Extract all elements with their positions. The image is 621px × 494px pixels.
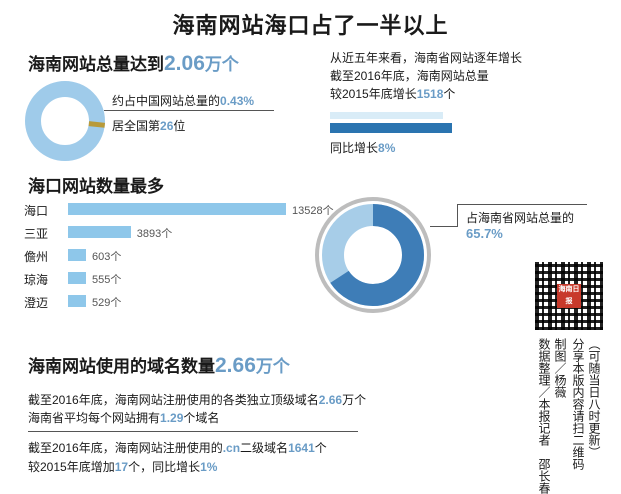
callout-line-top — [457, 204, 587, 205]
domains-title: 海南网站使用的域名数量 — [28, 357, 215, 376]
domains-p4c: 个，同比增长 — [128, 460, 201, 474]
total-heading: 海南网站总量达到2.06万个 — [28, 50, 239, 76]
credit-col2: 分享本版内容请扫二维码 — [571, 338, 585, 470]
rate-prefix: 同比增长 — [330, 141, 379, 155]
rank-value: 26 — [160, 119, 174, 133]
page-title: 海南网站海口占了一半以上 — [172, 13, 449, 38]
credit-col4: 数据整理／本报记者 邵长春 — [537, 338, 551, 494]
domains-p3b: .cn — [222, 441, 241, 455]
share-prefix: 约占中国网站总量的 — [112, 94, 221, 108]
growth-value: 1518 — [416, 87, 444, 101]
national-share-donut — [25, 81, 106, 161]
bar-2015 — [330, 112, 443, 119]
domains-p4d: 1% — [200, 460, 218, 474]
share-leader-line — [104, 110, 274, 111]
ring-haikou-share — [322, 204, 424, 306]
domains-p1b: 2.66 — [318, 393, 343, 407]
domains-unit: 万个 — [255, 357, 290, 376]
bar-2016 — [330, 123, 452, 133]
share-text: 约占中国网站总量的0.43% — [112, 93, 254, 110]
domains-heading: 海南网站使用的域名数量2.66万个 — [28, 352, 290, 378]
domains-p3d: 1641 — [288, 441, 315, 455]
city-label: 儋州 — [24, 250, 49, 264]
growth-line2: 截至2016年底，海南网站总量 — [330, 69, 489, 83]
city-value-label: 529个 — [92, 297, 122, 309]
cities-heading: 海口网站数量最多 — [28, 177, 164, 196]
domains-divider — [28, 431, 358, 432]
city-label: 海口 — [24, 204, 49, 218]
ring-outer-track — [315, 197, 431, 313]
domains-p1a: 截至2016年底，海南网站注册使用的各类独立顶级域名 — [28, 393, 319, 407]
rank-text: 居全国第26位 — [112, 118, 185, 135]
city-value-label: 555个 — [92, 274, 122, 286]
domains-value: 2.66 — [215, 354, 256, 377]
city-bar — [68, 203, 286, 215]
city-value-label: 603个 — [92, 251, 122, 263]
callout-value: 65.7% — [466, 226, 503, 241]
city-bar — [68, 226, 131, 238]
growth-line3: 较2015年底增长1518个 — [330, 86, 455, 103]
domains-p2a: 海南省平均每个网站拥有 — [28, 411, 161, 425]
domains-p4b: 17 — [114, 460, 129, 474]
qr-logo: 海南日报 — [557, 284, 581, 308]
domains-p1: 截至2016年底，海南网站注册使用的各类独立顶级域名2.66万个 — [28, 392, 366, 409]
domains-p4a: 较2015年底增加 — [28, 460, 115, 474]
rank-prefix: 居全国第 — [112, 119, 161, 133]
credit-col1: （可随当日八时更新） — [587, 338, 601, 458]
city-label: 琼海 — [24, 273, 49, 287]
domains-p3c: 二级域名 — [240, 441, 289, 455]
city-bar-chart: 海口 13528个三亚 3893个儋州 603个琼海 555个澄迈 529个 — [24, 203, 334, 323]
rank-suffix: 位 — [173, 119, 186, 133]
total-label: 海南网站总量达到 — [28, 55, 164, 74]
total-unit: 万个 — [204, 55, 239, 74]
domains-p3e: 个 — [314, 441, 327, 455]
city-label: 澄迈 — [24, 296, 49, 310]
share-value: 0.43% — [220, 94, 255, 108]
domains-p3: 截至2016年底，海南网站注册使用的.cn二级域名1641个 — [28, 440, 327, 457]
growth-prefix: 较2015年底增长 — [330, 87, 417, 101]
rate-value: 8% — [378, 141, 396, 155]
domains-p2b: 1.29 — [160, 411, 184, 425]
domains-p2: 海南省平均每个网站拥有1.29个域名 — [28, 410, 219, 427]
domains-p2c: 个域名 — [183, 411, 220, 425]
donut-ring — [25, 81, 105, 161]
callout-line-h — [430, 226, 458, 227]
donut-share-slice — [88, 121, 106, 128]
city-value-label: 3893个 — [136, 228, 173, 240]
growth-rate: 同比增长8% — [330, 140, 395, 157]
total-value: 2.06 — [164, 52, 205, 75]
growth-line1: 从近五年来看，海南省网站逐年增长 — [330, 51, 523, 65]
domains-p3a: 截至2016年底，海南网站注册使用的 — [28, 441, 223, 455]
callout-label: 占海南省网站总量的 — [466, 211, 575, 225]
city-bar — [68, 272, 86, 284]
city-bar — [68, 295, 86, 307]
growth-suffix: 个 — [443, 87, 456, 101]
city-label: 三亚 — [24, 227, 49, 241]
city-value-label: 13528个 — [292, 205, 334, 217]
domains-p1c: 万个 — [342, 393, 367, 407]
domains-p4: 较2015年底增加17个，同比增长1% — [28, 459, 217, 476]
haikou-share-ring — [315, 197, 431, 313]
city-bar — [68, 249, 86, 261]
callout-line-v — [457, 204, 458, 227]
credit-col3: 制图／杨薇 — [553, 338, 567, 398]
